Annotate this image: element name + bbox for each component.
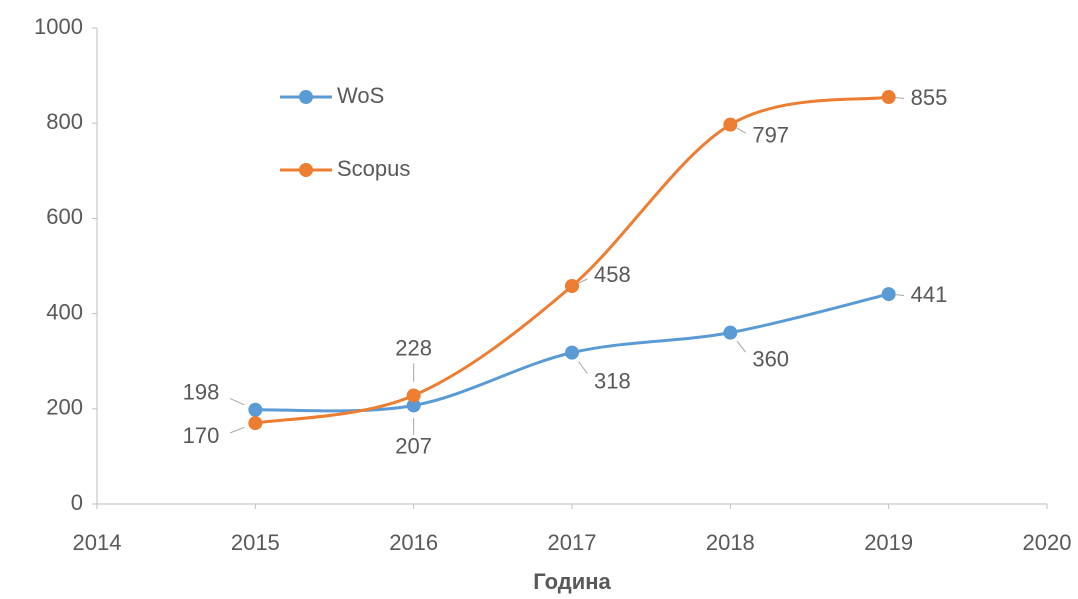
legend-label: WoS (337, 83, 384, 108)
legend-marker (299, 163, 313, 177)
x-tick-label: 2014 (73, 530, 122, 555)
marker (248, 402, 263, 417)
data-label: 797 (752, 122, 789, 147)
leader-line (736, 127, 746, 134)
y-tick-label: 600 (46, 204, 83, 229)
y-tick-label: 400 (46, 299, 83, 324)
data-label: 318 (594, 368, 631, 393)
x-tick-label: 2015 (231, 530, 280, 555)
data-label: 441 (911, 282, 948, 307)
x-tick-label: 2019 (864, 530, 913, 555)
marker (565, 278, 579, 293)
legend-label: Scopus (337, 156, 410, 181)
leader-line (229, 426, 245, 434)
data-label: 228 (395, 335, 432, 360)
marker (881, 90, 896, 105)
x-tick-label: 2018 (706, 530, 755, 555)
y-tick-label: 1000 (34, 14, 83, 39)
leader-line (736, 340, 747, 353)
leader-line (578, 278, 588, 284)
x-tick-label: 2017 (548, 530, 597, 555)
legend-marker (299, 90, 313, 104)
data-label: 458 (594, 262, 631, 287)
marker (723, 325, 738, 340)
x-tick-label: 2020 (1023, 530, 1072, 555)
leader-line (229, 398, 245, 406)
marker (881, 287, 896, 302)
leader-line (578, 361, 588, 374)
x-tick-label: 2016 (389, 530, 438, 555)
data-label: 360 (752, 346, 789, 371)
leader-line (895, 97, 905, 99)
data-label: 207 (395, 433, 432, 458)
leader-line (895, 294, 905, 296)
marker (565, 345, 579, 360)
y-tick-label: 200 (46, 395, 83, 420)
data-label: 170 (183, 423, 220, 448)
marker (248, 416, 263, 431)
marker (406, 398, 421, 413)
marker (723, 117, 738, 132)
x-axis-label: Година (533, 569, 611, 594)
marker (406, 388, 421, 403)
y-tick-label: 0 (71, 490, 83, 515)
data-label: 855 (911, 85, 948, 110)
data-label: 198 (183, 380, 220, 405)
series-line (255, 95, 889, 425)
y-tick-label: 800 (46, 109, 83, 134)
